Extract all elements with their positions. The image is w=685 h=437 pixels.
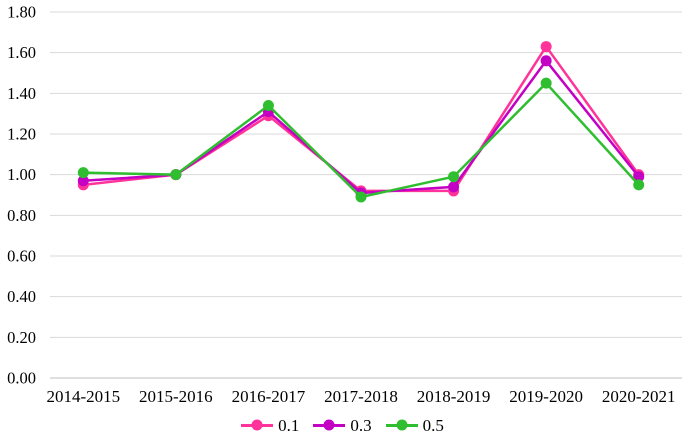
data-point-0.3-2018-2019 [448,181,460,193]
y-axis-tick-label: 0.80 [7,206,36,225]
legend-marker-magenta-icon [313,419,346,431]
data-point-0.5-2018-2019 [448,171,460,183]
x-axis-tick-label: 2015-2016 [139,387,213,406]
legend-item-0.3: 0.3 [313,415,372,435]
x-axis-tick-label: 2016-2017 [232,387,306,406]
data-point-0.5-2020-2021 [633,179,645,191]
series-line-0.5 [83,81,640,199]
y-axis-tick-label: 1.20 [7,125,36,144]
legend-marker-green-icon [385,419,418,431]
y-axis-tick-label: 1.00 [7,165,36,184]
data-point-0.5-2014-2015 [77,167,89,179]
y-axis-tick-label: 0.00 [7,369,36,388]
x-axis-tick-label: 2020-2021 [602,387,676,406]
data-point-0.3-2014-2015 [77,175,89,187]
legend-marker-pink-icon [241,419,274,431]
data-point-0.3-2020-2021 [633,171,645,183]
x-axis-tick-label: 2019-2020 [509,387,583,406]
legend-item-0.1: 0.1 [241,417,299,434]
data-point-0.1-2019-2020 [540,41,552,53]
data-point-0.5-2015-2016 [170,169,182,181]
y-axis-tick-label: 0.20 [7,328,36,347]
legend-label: 0.3 [350,415,372,435]
data-point-0.5-2019-2020 [540,77,552,89]
y-axis-tick-label: 1.80 [7,3,36,22]
series-line-0.1 [83,45,640,193]
legend-item-0.5: 0.5 [385,415,444,435]
x-axis-tick-label: 2018-2019 [417,387,491,406]
legend-label: 0.5 [422,415,444,435]
y-axis-tick-label: 1.60 [7,43,36,62]
data-point-0.5-2017-2018 [355,191,367,203]
chart-legend: 0.1 0.3 0.5 [0,413,685,437]
data-point-0.3-2019-2020 [540,55,552,67]
x-axis-tick-label: 2017-2018 [324,387,398,406]
x-axis-tick-label: 2014-2015 [46,387,120,406]
y-axis-tick-label: 0.40 [7,287,36,306]
y-axis-tick-label: 1.40 [7,84,36,103]
data-point-0.5-2016-2017 [262,100,274,112]
series-line-0.3 [83,59,640,195]
y-axis-tick-label: 0.60 [7,247,36,266]
legend-label: 0.1 [278,415,300,435]
